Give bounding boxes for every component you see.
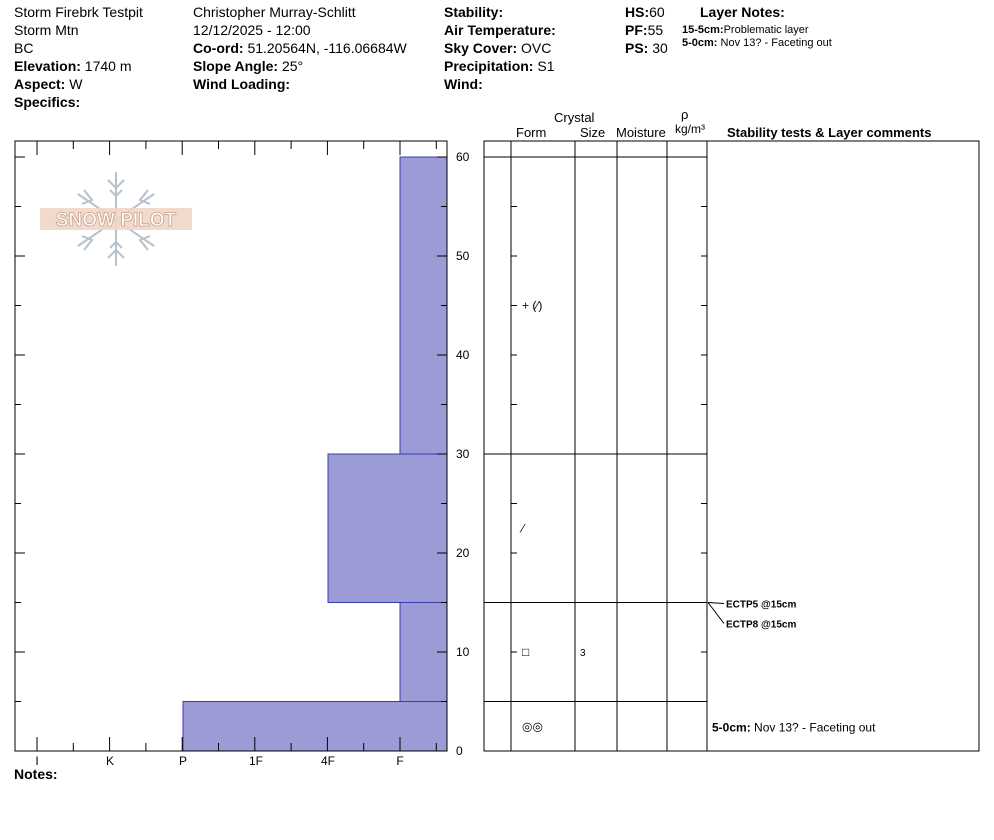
precip-row: Precipitation: S1 xyxy=(444,57,556,75)
wind-label: Wind: xyxy=(444,76,483,92)
notes-label: Notes: xyxy=(14,766,58,782)
moisture-header: Moisture xyxy=(616,125,666,140)
layer-note-1-label: 15-5cm: xyxy=(682,24,724,36)
y-tick-label-60: 60 xyxy=(456,150,470,164)
hs-value: 60 xyxy=(649,4,665,20)
y-tick-label-0: 0 xyxy=(456,744,463,758)
hardness-x-axis: I K P 1F 4F F xyxy=(35,141,437,768)
x-tick-label-K: K xyxy=(106,754,114,768)
precip-label: Precipitation: xyxy=(444,58,534,74)
table-depth-ticks xyxy=(511,156,707,752)
hs-row: HS:60 xyxy=(625,3,668,21)
air-temp-label: Air Temperature: xyxy=(444,22,556,38)
depth-y-axis: 0 10 20 30 40 50 60 xyxy=(15,150,470,758)
crystal-header: Crystal xyxy=(554,110,595,125)
coord-label: Co-ord: xyxy=(193,40,244,56)
logo-text: SNOW PILOT xyxy=(56,210,177,231)
hardness-bar-4 xyxy=(182,701,448,752)
ps-label: PS: xyxy=(625,40,649,56)
layer-comment-1: 5-0cm: Nov 13? - Faceting out xyxy=(712,720,876,734)
slope-value: 25° xyxy=(281,58,304,74)
elevation-row: Elevation: 1740 m xyxy=(14,57,143,75)
slope-row: Slope Angle: 25° xyxy=(193,57,407,75)
ps-row: PS: 30 xyxy=(625,39,668,57)
hardness-plot-frame xyxy=(14,140,448,752)
size-header: Size xyxy=(580,125,606,140)
crystal-marks: + (⁄) ⁄ □ 3 ◎◎ xyxy=(519,299,586,734)
layer-notes-title: Layer Notes: xyxy=(700,4,785,20)
x-tick-label-F: F xyxy=(396,754,403,768)
density-unit-header: kg/m³ xyxy=(675,122,705,136)
coord-value: 51.20564N, -116.06684W xyxy=(247,40,407,56)
pit-region: BC xyxy=(14,40,34,56)
stability-test-1: ECTP5 @15cm xyxy=(726,600,796,611)
y-tick-label-20: 20 xyxy=(456,546,470,560)
pf-value: 55 xyxy=(647,22,664,38)
layer-note-1: 15-5cm:Problematic layer xyxy=(682,24,809,37)
specifics-label: Specifics: xyxy=(14,94,81,110)
y-tick-label-30: 30 xyxy=(456,447,470,461)
slope-label: Slope Angle: xyxy=(193,58,279,74)
layer-note-2-text: Nov 13? - Faceting out xyxy=(720,37,832,49)
elevation-value: 1740 m xyxy=(84,58,132,74)
x-tick-label-1F: 1F xyxy=(249,754,263,768)
x-tick-label-P: P xyxy=(179,754,187,768)
hardness-bar-1 xyxy=(399,156,448,455)
coord-row: Co-ord: 51.20564N, -116.06684W xyxy=(193,39,407,57)
sky-row: Sky Cover: OVC xyxy=(444,39,556,57)
aspect-row: Aspect: W xyxy=(14,75,143,93)
header-col4: HS:60 PF:55 PS: 30 xyxy=(625,3,668,57)
ps-value: 30 xyxy=(652,40,668,56)
comments-header: Stability tests & Layer comments xyxy=(727,125,932,140)
pf-label: PF: xyxy=(625,22,648,38)
layer-boundary-lines xyxy=(484,156,707,702)
elevation-label: Elevation: xyxy=(14,58,81,74)
snowpilot-logo: SNOW PILOT xyxy=(40,172,192,266)
observer-name: Christopher Murray-Schlitt xyxy=(193,4,356,20)
x-tick-label-I: I xyxy=(35,754,38,768)
header-col2: Christopher Murray-Schlitt 12/12/2025 - … xyxy=(193,3,407,93)
observation-datetime: 12/12/2025 - 12:00 xyxy=(193,22,311,38)
hardness-bar-2 xyxy=(327,453,448,603)
y-tick-label-40: 40 xyxy=(456,348,470,362)
crystal-form-2: ⁄ xyxy=(519,521,526,535)
pf-row: PF:55 xyxy=(625,21,668,39)
sky-label: Sky Cover: xyxy=(444,40,518,56)
aspect-label: Aspect: xyxy=(14,76,66,92)
precip-value: S1 xyxy=(537,58,555,74)
pit-location: Storm Mtn xyxy=(14,22,79,38)
hardness-bars xyxy=(182,156,448,752)
crystal-form-1: + (⁄) xyxy=(522,299,542,313)
stability-tests: ECTP5 @15cm ECTP8 @15cm xyxy=(707,600,796,631)
layer-table-frame xyxy=(483,140,980,752)
pit-name: Storm Firebrk Testpit xyxy=(14,4,143,20)
header-col1: Storm Firebrk Testpit Storm Mtn BC Eleva… xyxy=(14,3,143,111)
header-col3: Stability: Air Temperature: Sky Cover: O… xyxy=(444,3,556,93)
stability-test-2: ECTP8 @15cm xyxy=(726,620,796,631)
layer-note-2: 5-0cm: Nov 13? - Faceting out xyxy=(682,37,832,50)
layer-note-1-text: Problematic layer xyxy=(723,24,809,36)
sky-value: OVC xyxy=(521,40,552,56)
x-tick-label-4F: 4F xyxy=(321,754,335,768)
hs-label: HS: xyxy=(625,4,650,20)
aspect-value: W xyxy=(69,76,83,92)
crystal-form-4: ◎◎ xyxy=(522,719,543,733)
wind-loading-label: Wind Loading: xyxy=(193,76,291,92)
stability-pointer-2 xyxy=(707,602,725,624)
stability-label: Stability: xyxy=(444,4,504,20)
rho-header: ρ xyxy=(681,107,689,122)
crystal-form-3: □ xyxy=(522,645,529,659)
form-header: Form xyxy=(516,125,547,140)
y-tick-label-50: 50 xyxy=(456,249,470,263)
crystal-size-3: 3 xyxy=(580,648,586,659)
stability-pointer-1 xyxy=(707,602,725,604)
layer-comments: 5-0cm: Nov 13? - Faceting out xyxy=(712,720,876,734)
y-tick-label-10: 10 xyxy=(456,645,470,659)
layer-note-2-label: 5-0cm: xyxy=(682,37,718,49)
